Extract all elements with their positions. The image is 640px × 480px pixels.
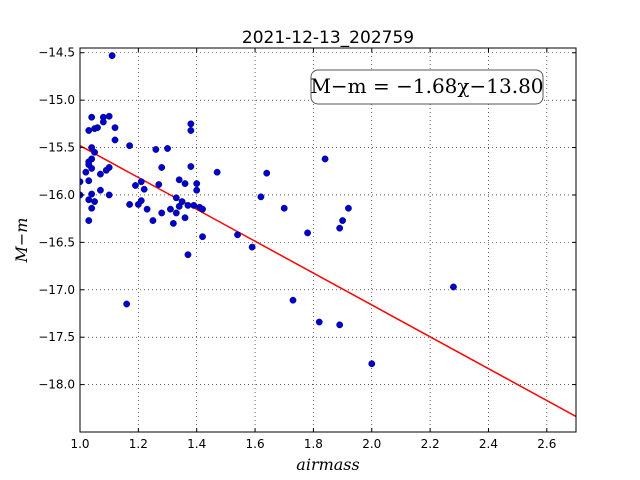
y-tick-label: −18.0: [38, 378, 75, 392]
data-point: [164, 145, 171, 152]
plot-frame: [79, 47, 577, 433]
data-point: [126, 201, 134, 208]
data-point: [234, 231, 241, 239]
x-axis-label: airmass: [296, 455, 359, 474]
data-point: [88, 190, 96, 198]
data-point: [257, 193, 265, 201]
data-point: [97, 170, 104, 178]
data-point: [178, 198, 186, 206]
data-point: [187, 120, 195, 128]
y-tick-label: −16.5: [38, 235, 75, 249]
data-point: [132, 182, 139, 189]
ticks: 1.0 1.2 1.4 1.6 1.8 2.0 2.2 2.4 2.6 −14.5 −15.0 −15…: [38, 46, 576, 451]
data-point: [169, 220, 177, 227]
data-point: [304, 229, 311, 237]
data-point: [263, 169, 271, 177]
data-point: [111, 136, 119, 144]
data-point: [85, 177, 93, 185]
chart-title: 2021-12-13_202759: [242, 28, 414, 48]
data-point: [143, 205, 151, 213]
data-point: [137, 197, 145, 205]
data-point: [99, 118, 107, 126]
data-point: [172, 194, 180, 202]
data-point: [336, 224, 344, 232]
data-point: [94, 124, 101, 132]
y-axis-label: M−m: [12, 218, 31, 264]
data-point: [149, 217, 157, 224]
data-point: [181, 180, 189, 187]
data-point: [248, 243, 256, 251]
data-point: [85, 196, 93, 204]
data-point: [193, 186, 201, 194]
data-point: [123, 300, 131, 308]
data-point: [339, 217, 346, 224]
data-point: [158, 164, 166, 171]
data-point: [155, 181, 163, 188]
data-point: [105, 164, 113, 171]
x-tick-label: 2.4: [479, 437, 498, 451]
data-point: [345, 204, 352, 212]
data-point: [321, 155, 329, 163]
data-point: [187, 163, 195, 170]
data-point: [91, 198, 98, 206]
x-tick-label: 1.8: [304, 437, 323, 451]
x-tick-label: 1.2: [129, 437, 148, 451]
y-tick-label: −14.5: [38, 46, 75, 60]
data-point: [213, 168, 221, 176]
data-point: [175, 176, 183, 184]
x-tick-label: 2.0: [362, 437, 381, 451]
y-tick-label: −17.5: [38, 330, 75, 344]
data-point: [88, 165, 96, 172]
data-point: [82, 168, 90, 176]
data-point: [184, 251, 192, 259]
data-point: [280, 204, 288, 212]
x-tick-label: 1.6: [246, 437, 265, 451]
equation-box: [310, 69, 544, 105]
data-point: [184, 201, 192, 209]
data-point: [91, 148, 98, 156]
y-tick-label: −15.5: [38, 141, 75, 155]
data-point: [336, 321, 344, 329]
fit-line: [80, 145, 576, 418]
equation-text: M−m = −1.68χ−13.80: [310, 74, 543, 98]
data-point: [289, 296, 297, 304]
y-tick-label: −16.0: [38, 188, 75, 202]
x-tick-label: 2.6: [537, 437, 556, 451]
data-point: [315, 318, 323, 326]
x-tick-label: 2.2: [421, 437, 440, 451]
equation-annotation: M−m = −1.68χ−13.80: [310, 69, 544, 105]
data-point: [105, 112, 113, 120]
y-tick-label: −17.0: [38, 283, 75, 297]
data-point: [88, 113, 96, 121]
data-point: [105, 191, 113, 199]
data-point: [167, 205, 174, 213]
data-point: [368, 360, 376, 368]
data-point: [158, 209, 166, 217]
data-point: [140, 185, 148, 193]
data-point: [181, 214, 189, 222]
data-point: [190, 201, 198, 209]
data-point: [108, 52, 116, 59]
data-point: [450, 283, 457, 291]
data-point: [152, 146, 160, 153]
data-point: [111, 124, 119, 132]
data-point: [126, 142, 134, 150]
x-tick-label: 1.0: [70, 437, 89, 451]
y-tick-label: −15.0: [38, 93, 75, 107]
data-point: [85, 127, 93, 134]
data-point: [88, 204, 96, 212]
data-point: [199, 205, 206, 213]
data-point: [97, 186, 104, 194]
data-point: [193, 180, 201, 187]
data-point: [172, 209, 180, 217]
x-tick-label: 1.4: [187, 437, 206, 451]
data-point: [187, 127, 195, 134]
data-point: [137, 178, 145, 186]
data-point: [85, 217, 93, 224]
data-point: [199, 233, 206, 241]
